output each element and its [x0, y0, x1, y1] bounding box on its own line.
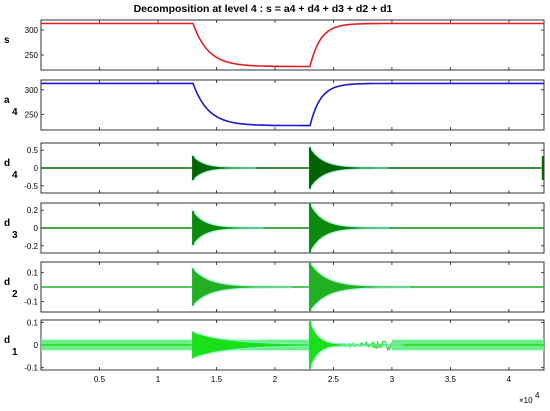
y-tick-label: 0.1 — [27, 318, 39, 327]
x-multiplier-exp: 4 — [535, 391, 540, 400]
burst — [308, 321, 361, 369]
panel-label: a — [4, 95, 10, 106]
panel-label-sub: 2 — [12, 289, 18, 300]
burst-envelope — [310, 148, 388, 188]
y-tick-label: 250 — [25, 51, 39, 60]
burst — [191, 265, 292, 309]
burst — [191, 207, 264, 249]
burst — [541, 156, 544, 180]
panel-data — [41, 262, 544, 312]
x-multiplier: ×10 — [519, 396, 533, 405]
x-axis: 0.5 1 1.5 2 2.5 3 3.5 4×104 — [94, 375, 540, 405]
panel-d3: 0.2 0 -0.2 d3 — [4, 202, 545, 254]
panel-a4: 250 300 a4 — [4, 79, 545, 131]
y-tick-label: -0.1 — [24, 298, 38, 307]
y-tick-label: 0 — [34, 224, 39, 233]
y-tick-label: -0.5 — [24, 182, 38, 191]
y-tick-label: 300 — [25, 26, 39, 35]
panel-data — [41, 143, 544, 193]
burst-envelope — [193, 332, 404, 358]
x-tick-label: 0.5 — [94, 375, 106, 384]
x-tick-label: 1.5 — [211, 375, 223, 384]
x-tick-label: 2.5 — [328, 375, 340, 384]
panel-label: d — [4, 277, 10, 288]
y-tick-label: 0 — [34, 341, 39, 350]
burst-envelope — [310, 322, 360, 368]
panel-label-sub: 1 — [12, 347, 18, 358]
panel-data — [41, 82, 544, 127]
x-tick-label: 1 — [156, 375, 161, 384]
burst — [191, 330, 404, 360]
panel-label-sub: 4 — [12, 107, 18, 118]
x-tick-label: 3.5 — [445, 375, 457, 384]
y-tick-label: 250 — [25, 110, 39, 119]
burst — [308, 203, 389, 253]
y-tick-label: 300 — [25, 86, 39, 95]
y-tick-label: 0.5 — [27, 146, 39, 155]
signal-line — [41, 82, 544, 127]
burst — [308, 262, 410, 312]
panel-label: d — [4, 158, 10, 169]
panel-data — [41, 22, 544, 68]
burst — [191, 152, 257, 184]
panel-label: d — [4, 218, 10, 229]
x-tick-label: 4 — [507, 375, 512, 384]
panel-data — [41, 321, 544, 369]
panel-frame — [40, 79, 545, 131]
panel-d2: 0.1 0 -0.1 d2 — [4, 261, 545, 313]
panel-label: d — [4, 335, 10, 346]
panel-s: 250 300 s — [4, 19, 545, 71]
y-tick-label: 0 — [34, 283, 39, 292]
burst-envelope — [310, 204, 388, 252]
burst — [308, 143, 388, 193]
panel-label-sub: 3 — [12, 230, 18, 241]
panel-d4: 0.5 0 -0.5 d4 — [4, 142, 545, 194]
y-tick-label: -0.1 — [24, 364, 38, 373]
y-tick-label: 0.2 — [27, 206, 39, 215]
signal-line — [41, 22, 544, 68]
panel-label: s — [4, 35, 10, 46]
burst-envelope — [193, 269, 292, 305]
burst-envelope — [193, 156, 257, 180]
x-tick-label: 2 — [273, 375, 278, 384]
burst-envelope — [193, 211, 264, 245]
x-tick-label: 3 — [390, 375, 395, 384]
y-tick-label: -0.2 — [24, 242, 38, 251]
panel-label-sub: 4 — [12, 170, 18, 181]
y-tick-label: 0 — [34, 164, 39, 173]
panel-data — [41, 203, 544, 253]
panels-group: 250300s250300a40.50-0.5d40.20-0.2d30.10-… — [4, 19, 545, 373]
y-tick-label: 0.1 — [27, 268, 39, 277]
chart-title: Decomposition at level 4 : s = a4 + d4 +… — [134, 3, 393, 15]
panel-frame — [40, 19, 545, 71]
panel-d1: 0.1 0 -0.1 d1 — [4, 318, 545, 373]
burst-envelope — [310, 263, 409, 311]
